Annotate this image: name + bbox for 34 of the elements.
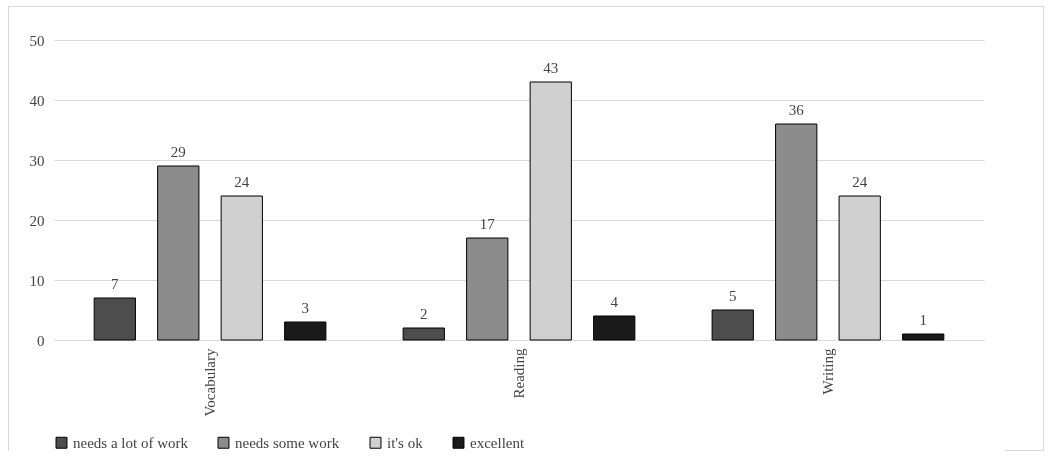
- bar: [775, 123, 818, 341]
- data-label: 24: [852, 174, 868, 190]
- data-label: 3: [301, 300, 310, 316]
- data-label: 17: [479, 216, 496, 232]
- bar: [93, 297, 136, 341]
- bar: [466, 237, 509, 341]
- data-label: 4: [610, 294, 619, 310]
- bar: [157, 165, 200, 341]
- bar: [902, 333, 945, 341]
- x-tick-label: Writing: [819, 348, 836, 395]
- data-label: 24: [234, 174, 250, 190]
- legend-label: needs some work: [235, 434, 340, 451]
- legend-label: it's ok: [387, 434, 424, 451]
- data-label: 1: [919, 312, 927, 328]
- data-label: 5: [728, 288, 737, 304]
- bar: [402, 327, 445, 341]
- legend-label: excellent: [470, 434, 525, 451]
- legend-label: needs a lot of work: [73, 434, 189, 451]
- x-tick-label: Vocabulary: [202, 348, 219, 417]
- x-tick-label: Reading: [511, 348, 527, 399]
- data-label: 29: [170, 144, 186, 160]
- y-tick-label: 20: [29, 212, 45, 229]
- y-tick-label: 0: [37, 332, 45, 349]
- data-label: 7: [111, 276, 120, 292]
- bar: [711, 309, 754, 341]
- bar: [284, 321, 327, 341]
- data-label: 36: [788, 102, 805, 118]
- y-tick-label: 30: [29, 152, 45, 169]
- y-tick-label: 10: [29, 272, 45, 289]
- data-label: 2: [420, 306, 428, 322]
- y-tick-label: 40: [29, 92, 45, 109]
- y-tick-label: 50: [29, 32, 45, 49]
- bar: [593, 315, 636, 341]
- data-label: 43: [543, 60, 559, 76]
